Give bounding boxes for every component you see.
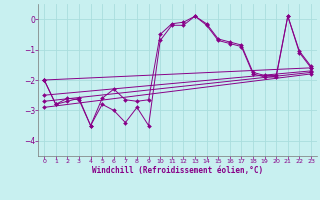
X-axis label: Windchill (Refroidissement éolien,°C): Windchill (Refroidissement éolien,°C) — [92, 166, 263, 175]
